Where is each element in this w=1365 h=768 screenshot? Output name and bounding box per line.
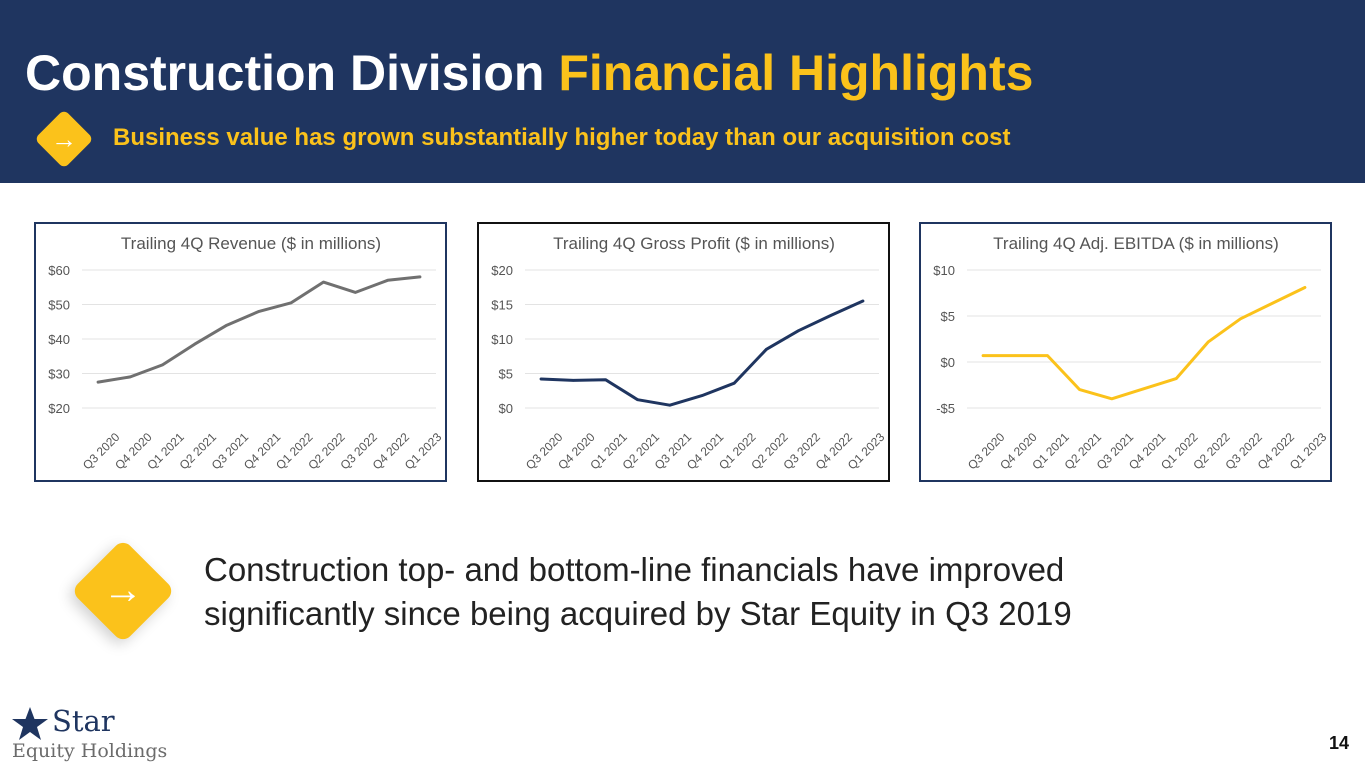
data-point: [572, 379, 575, 382]
header-banner: Construction Division Financial Highligh…: [0, 0, 1365, 183]
ebitda-chart-panel: Trailing 4Q Adj. EBITDA ($ in millions) -…: [919, 222, 1332, 482]
y-tick-label: $10: [933, 263, 955, 278]
chart-title: Trailing 4Q Revenue ($ in millions): [121, 234, 381, 253]
y-tick-label: $50: [48, 298, 70, 313]
data-point: [732, 381, 736, 385]
star-icon: [12, 707, 48, 740]
data-point: [225, 324, 229, 327]
data-point: [981, 354, 985, 357]
gross-profit-chart-panel: Trailing 4Q Gross Profit ($ in millions)…: [477, 222, 890, 482]
data-point: [1303, 286, 1307, 289]
data-point: [354, 291, 357, 294]
data-point: [193, 342, 196, 346]
data-point: [1046, 354, 1049, 357]
data-point: [129, 375, 132, 379]
title-part-2: Financial Highlights: [558, 45, 1034, 101]
y-tick-label: -$5: [936, 401, 955, 416]
series-line: [96, 275, 422, 384]
revenue-chart: Trailing 4Q Revenue ($ in millions) $20 $3…: [48, 234, 444, 472]
chart-title: Trailing 4Q Gross Profit ($ in millions): [553, 234, 835, 253]
revenue-chart-panel: Trailing 4Q Revenue ($ in millions) $20 $3…: [34, 222, 447, 482]
statement-line-2: significantly since being acquired by St…: [204, 595, 1072, 632]
data-point: [765, 348, 768, 351]
data-point: [1142, 387, 1146, 390]
company-logo: Star Equity Holdings: [10, 704, 210, 764]
logo-word-star: Star: [52, 704, 115, 738]
data-point: [539, 377, 543, 381]
data-point: [1271, 301, 1274, 305]
arrow-right-icon: →: [51, 124, 77, 154]
y-tick-label: $30: [48, 367, 70, 382]
y-tick-label: $40: [48, 332, 70, 347]
page-number: 14: [1329, 733, 1350, 753]
y-tick-label: $0: [941, 355, 955, 370]
page-title: Construction Division Financial Highligh…: [25, 44, 1033, 102]
series-line: [981, 286, 1307, 401]
data-point: [1239, 317, 1242, 320]
logo-word-equity-holdings: Equity Holdings: [12, 740, 168, 762]
data-point: [1078, 388, 1081, 391]
data-point: [668, 404, 672, 407]
data-point: [636, 398, 639, 401]
data-point: [700, 394, 704, 397]
data-point: [418, 275, 422, 279]
statement-text: Construction top- and bottom-line financ…: [204, 548, 1204, 636]
y-tick-label: $15: [491, 298, 513, 313]
statement-line-1: Construction top- and bottom-line financ…: [204, 551, 1065, 588]
y-tick-label: $20: [48, 401, 70, 416]
data-point: [96, 380, 100, 384]
data-point: [1014, 354, 1017, 357]
data-point: [289, 301, 293, 304]
data-point: [829, 314, 832, 317]
ebitda-chart: Trailing 4Q Adj. EBITDA ($ in millions) -…: [933, 234, 1329, 472]
gross-profit-chart: Trailing 4Q Gross Profit ($ in millions)…: [491, 234, 887, 472]
data-point: [1174, 377, 1178, 380]
data-point: [861, 299, 865, 303]
y-tick-label: $20: [491, 263, 513, 278]
title-part-1: Construction Division: [25, 45, 545, 101]
data-point: [161, 363, 164, 367]
data-point: [322, 280, 325, 284]
arrow-right-icon: →: [103, 568, 143, 612]
data-point: [257, 310, 261, 313]
data-point: [386, 279, 389, 282]
data-point: [1110, 397, 1114, 400]
y-tick-label: $0: [499, 401, 513, 416]
data-point: [604, 378, 607, 381]
y-tick-label: $5: [499, 367, 513, 382]
data-point: [1207, 340, 1210, 343]
data-point: [797, 329, 800, 332]
y-tick-label: $60: [48, 263, 70, 278]
y-tick-label: $10: [491, 332, 513, 347]
subtitle: Business value has grown substantially h…: [113, 124, 1011, 151]
series-line: [539, 299, 865, 407]
chart-title: Trailing 4Q Adj. EBITDA ($ in millions): [993, 234, 1279, 253]
y-tick-label: $5: [941, 309, 955, 324]
